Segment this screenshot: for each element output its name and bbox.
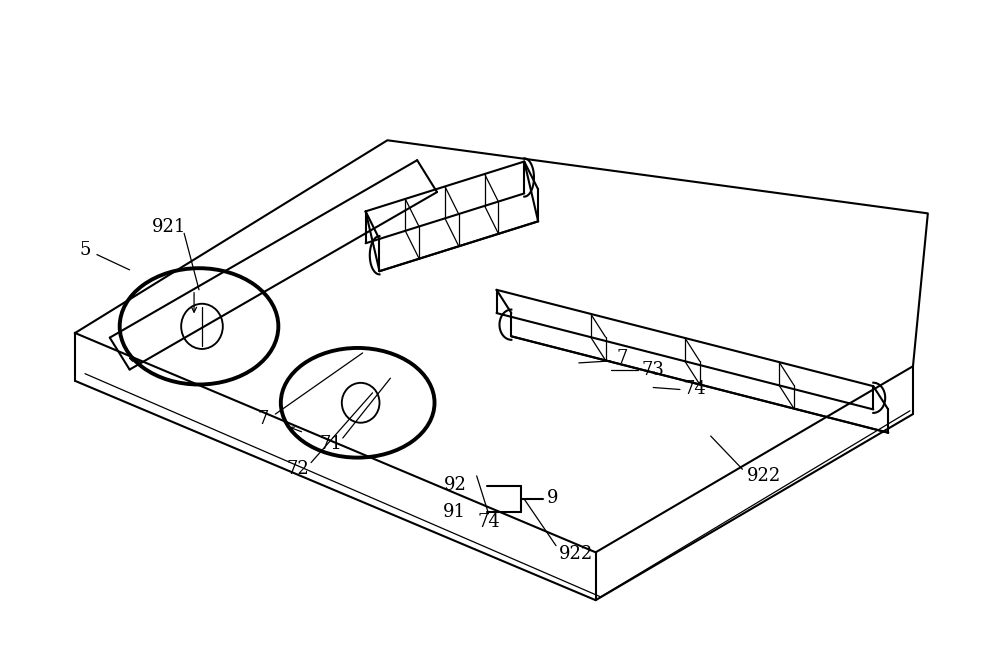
Text: 7: 7 xyxy=(617,349,629,367)
Text: 72: 72 xyxy=(287,460,310,478)
Text: 7: 7 xyxy=(258,410,269,428)
Text: 73: 73 xyxy=(641,360,664,378)
Text: 91: 91 xyxy=(443,503,467,521)
Text: 74: 74 xyxy=(683,380,706,398)
Text: 922: 922 xyxy=(559,545,593,563)
Text: 921: 921 xyxy=(152,218,187,236)
Text: 71: 71 xyxy=(320,435,343,453)
Text: 9: 9 xyxy=(547,489,559,507)
Text: 922: 922 xyxy=(747,467,781,485)
Text: 74: 74 xyxy=(478,513,499,531)
Text: 5: 5 xyxy=(79,241,90,259)
Text: 92: 92 xyxy=(444,476,467,494)
